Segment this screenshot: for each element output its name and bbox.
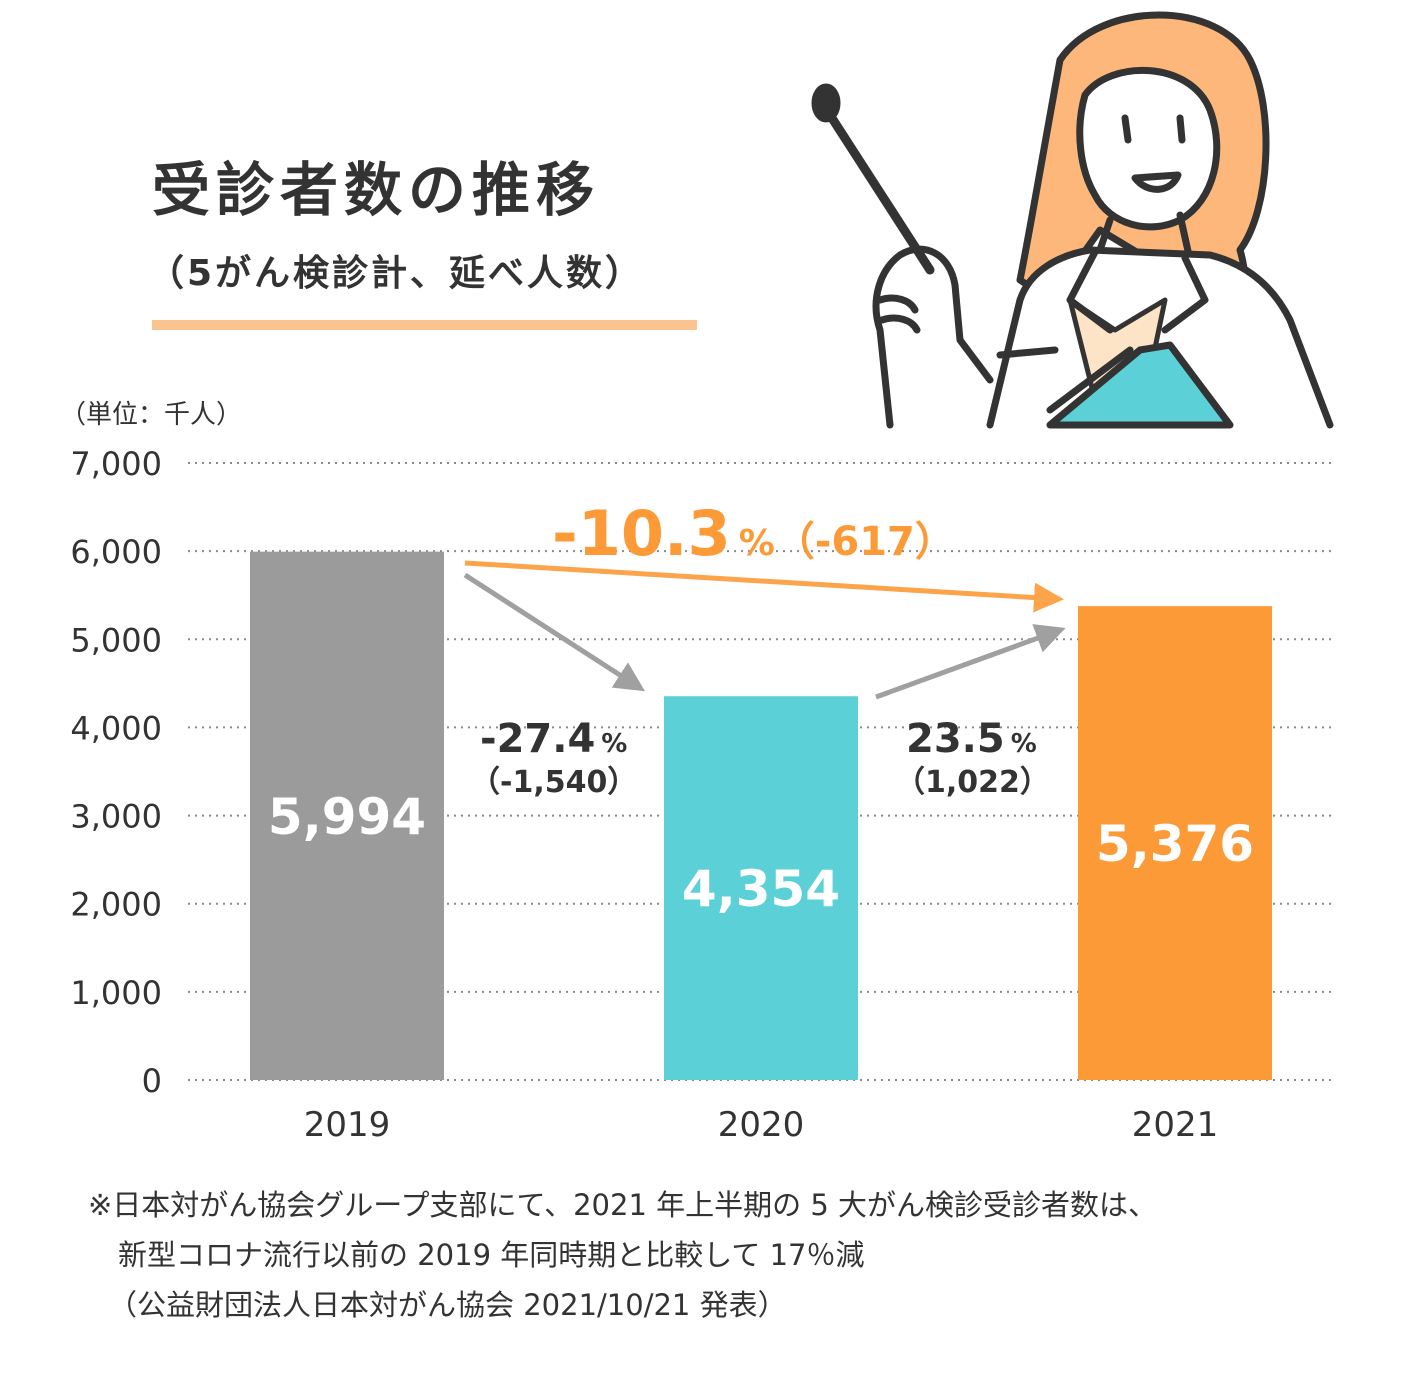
- footnote-line-2: 新型コロナ流行以前の 2019 年同時期と比較して 17％減: [118, 1238, 865, 1272]
- x-tick-label: 2020: [718, 1105, 805, 1145]
- y-tick-label: 3,000: [70, 798, 162, 836]
- bar-2020: [664, 696, 858, 1080]
- y-tick-label: 4,000: [70, 709, 162, 747]
- y-tick-label: 0: [142, 1062, 162, 1100]
- y-tick-label: 7,000: [70, 445, 162, 483]
- y-tick-label: 1,000: [70, 974, 162, 1012]
- bar-2021: [1078, 606, 1272, 1080]
- y-axis: 0 1,000 2,000 3,000 4,000 5,000 6,000 7,000: [70, 445, 162, 1100]
- arrow-2019-to-2021: [464, 560, 1064, 613]
- y-tick-label: 5,000: [70, 621, 162, 659]
- bar-layer: 5,994 4,354 5,376: [250, 551, 1272, 1080]
- annotation-2020-2021-pct: 23.5%: [906, 716, 1037, 762]
- annotation-2019-2020-pct: -27.4%: [480, 716, 627, 762]
- chart-subtitle: （5がん検診計、延べ人数）: [148, 253, 644, 294]
- footnote-line-3: （公益財団法人日本対がん協会 2021/10/21 発表）: [108, 1288, 787, 1322]
- presenter-woman-with-pointer-icon: [811, 11, 1334, 429]
- footnote-line-1: ※日本対がん協会グループ支部にて、2021 年上半期の 5 大がん検診受診者数は…: [88, 1188, 1157, 1222]
- annotation-2019-2020-diff: （-1,540）: [470, 765, 637, 800]
- x-tick-label: 2021: [1132, 1105, 1219, 1145]
- bar-2019: [250, 551, 444, 1080]
- annotation-2020-2021-diff: （1,022）: [895, 765, 1050, 800]
- bar-value-label-2021: 5,376: [1096, 815, 1254, 873]
- y-tick-label: 2,000: [70, 886, 162, 924]
- x-tick-label: 2019: [304, 1105, 391, 1145]
- title-underline: [152, 320, 697, 330]
- arrow-2019-to-2020: [463, 572, 646, 692]
- bar-value-label-2019: 5,994: [268, 788, 426, 846]
- chart-title: 受診者数の推移: [152, 156, 600, 224]
- unit-label: （単位：千人）: [60, 400, 242, 430]
- y-tick-label: 6,000: [70, 533, 162, 571]
- arrow-2020-to-2021: [875, 624, 1066, 700]
- x-axis: 2019 2020 2021: [304, 1105, 1219, 1145]
- annotation-2019-2021: -10.3 %（-617）: [552, 497, 955, 570]
- bar-value-label-2020: 4,354: [682, 860, 840, 918]
